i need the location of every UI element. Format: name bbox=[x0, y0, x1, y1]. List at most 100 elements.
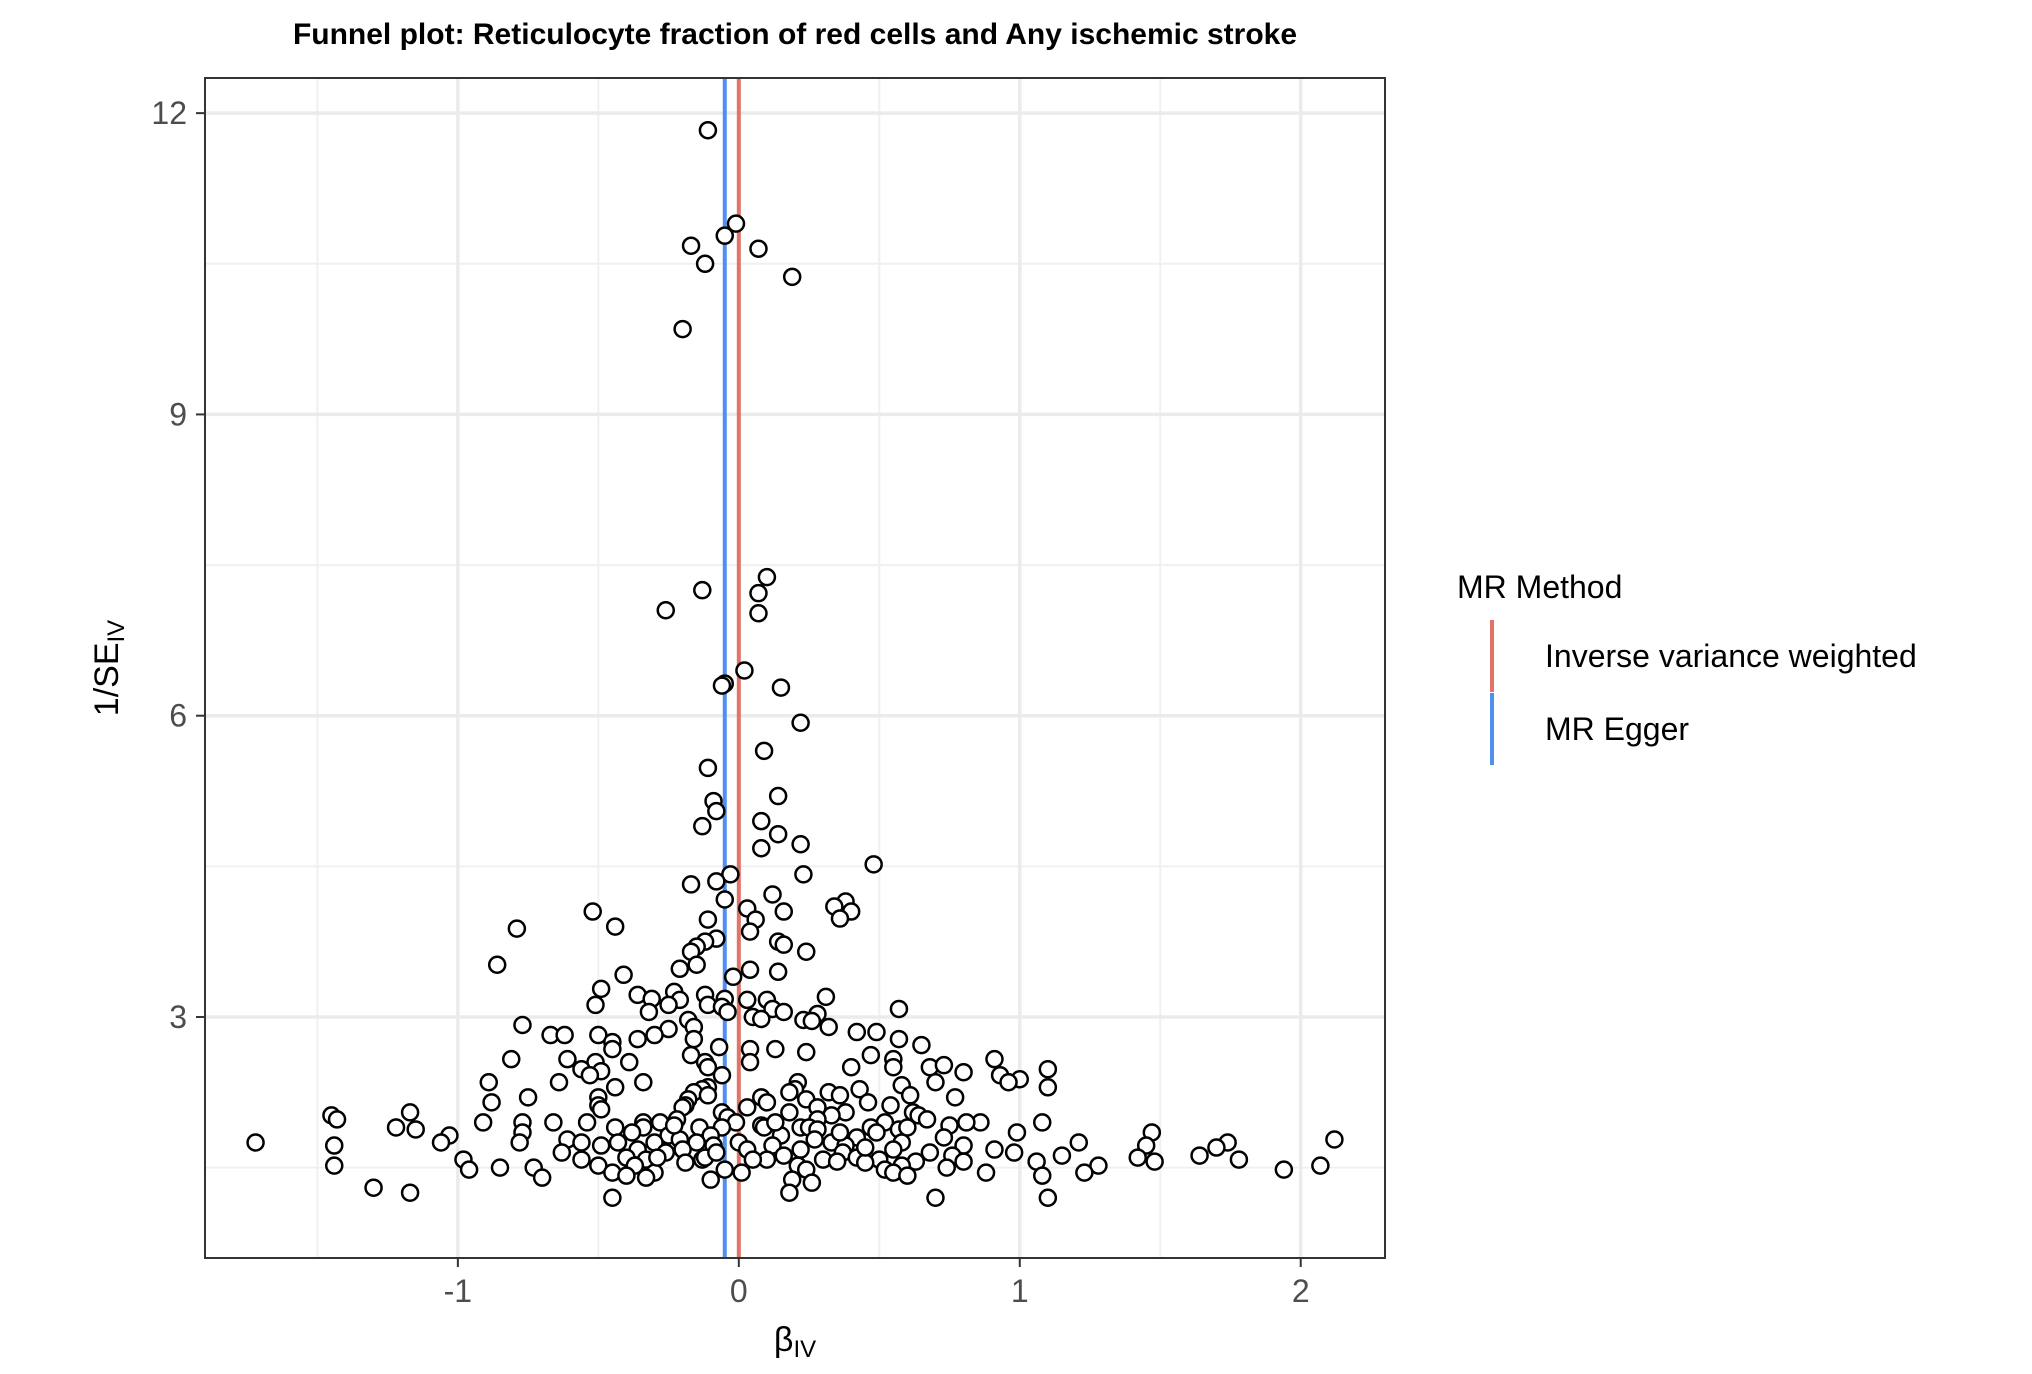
data-point bbox=[707, 1143, 726, 1162]
data-point bbox=[400, 1103, 420, 1122]
data-point bbox=[855, 1153, 875, 1172]
data-point bbox=[884, 1057, 903, 1077]
data-point bbox=[670, 959, 690, 979]
data-point bbox=[768, 962, 788, 982]
data-point bbox=[850, 1080, 869, 1099]
data-point bbox=[791, 834, 810, 854]
data-point bbox=[830, 1086, 850, 1105]
data-point bbox=[589, 1025, 608, 1045]
data-point bbox=[364, 1178, 383, 1197]
data-point bbox=[819, 1017, 838, 1037]
data-point bbox=[721, 865, 740, 884]
data-point bbox=[707, 801, 726, 821]
data-point bbox=[917, 1110, 937, 1129]
data-point bbox=[757, 567, 777, 587]
data-point bbox=[324, 1156, 344, 1175]
data-point bbox=[847, 1022, 867, 1042]
data-point bbox=[1007, 1123, 1027, 1142]
data-point bbox=[555, 1025, 574, 1045]
x-tick-label: 1 bbox=[1011, 1273, 1029, 1309]
x-tick-label: 2 bbox=[1292, 1273, 1310, 1309]
data-point bbox=[920, 1143, 940, 1162]
data-point bbox=[780, 1183, 799, 1202]
data-point bbox=[406, 1120, 425, 1139]
data-point bbox=[695, 254, 715, 274]
data-point bbox=[867, 1022, 886, 1042]
data-point bbox=[605, 1078, 625, 1097]
data-point bbox=[791, 1140, 810, 1159]
data-point bbox=[1004, 1143, 1024, 1162]
data-point bbox=[774, 902, 794, 921]
plot-panel bbox=[204, 77, 1386, 1259]
chart-title: Funnel plot: Reticulocyte fraction of re… bbox=[293, 18, 1297, 51]
data-point bbox=[782, 267, 802, 287]
data-point bbox=[681, 1045, 701, 1065]
data-point bbox=[327, 1110, 347, 1129]
data-point bbox=[957, 1113, 976, 1132]
data-point bbox=[743, 1150, 763, 1169]
data-point bbox=[589, 1156, 608, 1175]
data-point bbox=[586, 995, 605, 1015]
data-point bbox=[591, 1100, 611, 1119]
data-point bbox=[681, 236, 701, 255]
data-point bbox=[780, 1103, 799, 1122]
data-point bbox=[577, 1113, 597, 1132]
data-point bbox=[698, 120, 718, 140]
data-point bbox=[889, 1029, 909, 1049]
legend-title: MR Method bbox=[1457, 569, 1622, 605]
data-point bbox=[648, 1148, 667, 1167]
data-point bbox=[841, 1057, 861, 1077]
data-point bbox=[712, 1065, 732, 1085]
data-point bbox=[774, 935, 794, 954]
data-point bbox=[572, 1150, 591, 1169]
data-point bbox=[687, 955, 706, 975]
data-point bbox=[740, 922, 760, 941]
data-point bbox=[898, 1118, 917, 1137]
y-axis: 3 6 9 12 bbox=[151, 95, 205, 1035]
data-point bbox=[757, 1093, 777, 1112]
data-point bbox=[552, 1143, 572, 1162]
data-point bbox=[507, 919, 527, 938]
data-point bbox=[749, 239, 768, 258]
data-point bbox=[591, 979, 611, 999]
x-tick-label: 0 bbox=[730, 1273, 748, 1309]
data-point bbox=[1069, 1133, 1089, 1152]
data-point bbox=[805, 1130, 824, 1149]
data-point bbox=[1274, 1160, 1294, 1179]
data-point bbox=[639, 1002, 659, 1022]
data-point bbox=[934, 1055, 954, 1075]
data-point bbox=[513, 1015, 532, 1035]
data-point bbox=[723, 967, 743, 987]
data-point bbox=[934, 1128, 954, 1147]
data-point bbox=[479, 1073, 499, 1092]
data-point bbox=[701, 1170, 720, 1189]
data-point bbox=[976, 1163, 996, 1182]
data-point bbox=[622, 1123, 642, 1142]
data-point bbox=[603, 1188, 622, 1207]
y-tick-label: 12 bbox=[151, 95, 187, 131]
data-point bbox=[549, 1073, 569, 1092]
data-point bbox=[605, 917, 625, 936]
data-point bbox=[684, 1029, 704, 1049]
data-point bbox=[636, 1168, 656, 1187]
data-point bbox=[1311, 1156, 1330, 1175]
y-axis-label: 1/SEIV bbox=[88, 620, 130, 716]
data-point bbox=[796, 1042, 816, 1062]
data-point bbox=[1032, 1113, 1052, 1132]
data-point bbox=[740, 960, 760, 980]
data-point bbox=[926, 1188, 945, 1207]
data-point bbox=[1325, 1130, 1344, 1149]
x-tick-label: -1 bbox=[444, 1273, 472, 1309]
data-point bbox=[827, 1152, 847, 1171]
data-point bbox=[673, 319, 692, 339]
data-point bbox=[749, 604, 768, 623]
data-point bbox=[687, 1133, 706, 1152]
data-point bbox=[1052, 1146, 1072, 1165]
x-axis-label: βIV bbox=[774, 1321, 816, 1363]
data-point bbox=[518, 1088, 538, 1107]
data-point bbox=[945, 1088, 965, 1107]
data-point bbox=[737, 1098, 757, 1117]
data-point bbox=[791, 713, 810, 732]
data-point bbox=[681, 875, 701, 894]
data-point bbox=[763, 885, 782, 904]
